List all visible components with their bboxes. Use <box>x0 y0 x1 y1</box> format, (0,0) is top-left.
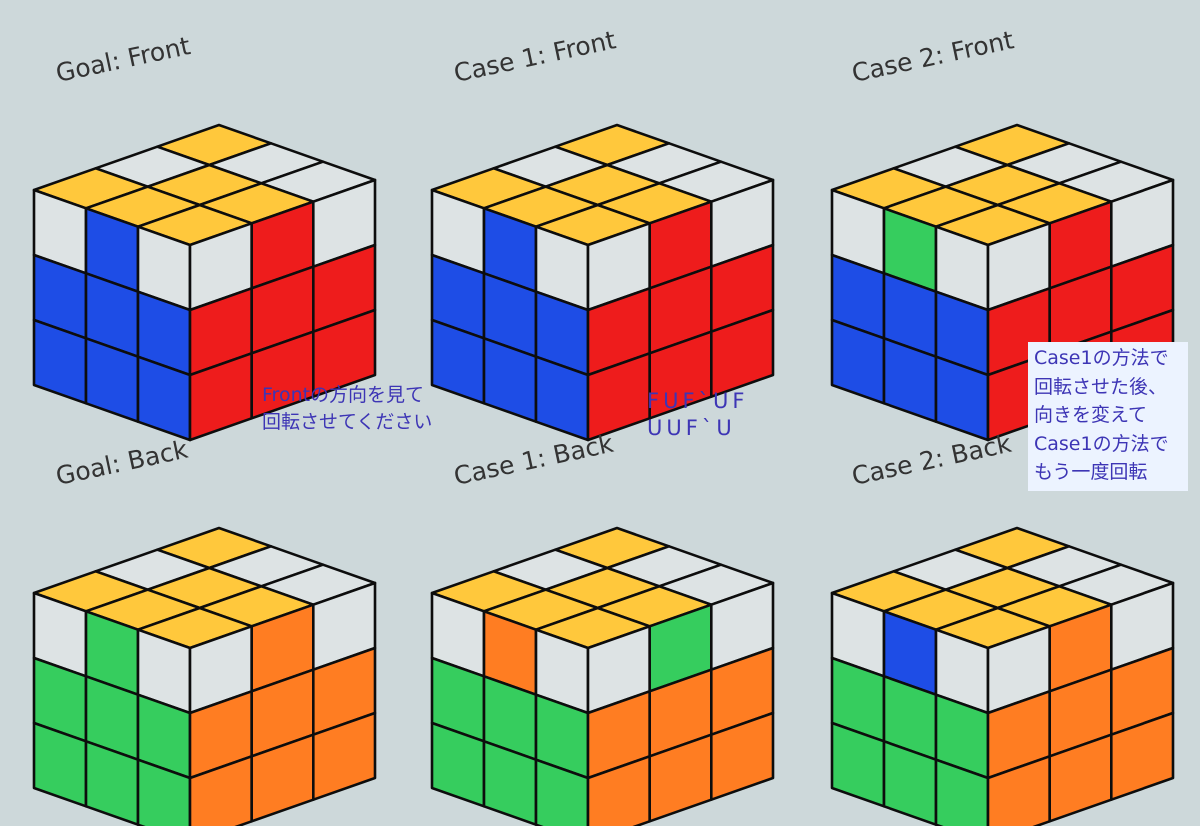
cube-1: Goal: Front <box>32 31 377 442</box>
front-instruction-note: Frontの方向を見て 回転させてください <box>262 384 433 433</box>
cube-label: Goal: Back <box>53 435 191 491</box>
cube-5: Case 1: Back <box>430 429 775 826</box>
left-facelet <box>934 758 990 826</box>
cube-label: Case 1: Front <box>451 25 618 88</box>
algorithm-note: FUF`UF UUF`U <box>647 389 749 440</box>
cube-3: Case 2: Front <box>830 25 1175 442</box>
cube-label: Case 2: Back <box>849 429 1014 491</box>
right-facelet <box>709 308 775 399</box>
cube-4: Goal: Back <box>32 435 377 826</box>
cube-label: Case 2: Front <box>849 25 1016 88</box>
right-facelet <box>311 308 377 399</box>
cube-2: Case 1: Front <box>430 25 775 442</box>
cube-label: Case 1: Back <box>451 429 616 491</box>
left-facelet <box>136 758 192 826</box>
right-facelet <box>311 711 377 802</box>
cube-label: Goal: Front <box>53 31 193 88</box>
right-facelet <box>1110 711 1175 802</box>
case2-instruction-note: Case1の方法で 回転させた後、 向きを変えて Case1の方法で もう一度回… <box>1028 342 1188 491</box>
right-facelet <box>709 711 775 802</box>
cube-6: Case 2: Back <box>830 429 1175 826</box>
left-facelet <box>534 758 590 826</box>
